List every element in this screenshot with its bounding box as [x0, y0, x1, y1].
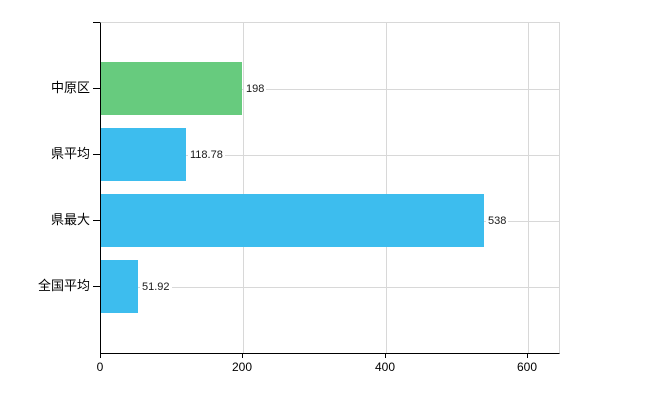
y-axis-category-label: 中原区: [50, 80, 90, 95]
x-axis-tick: [385, 353, 386, 358]
x-axis-tick-label: 400: [374, 360, 396, 374]
bar: [101, 128, 186, 181]
x-axis-tick-label: 0: [96, 360, 104, 374]
gridline-horizontal: [101, 155, 559, 156]
y-axis-top-tick: [93, 22, 100, 23]
y-axis-tick: [93, 88, 100, 89]
gridline-vertical: [528, 23, 529, 353]
y-axis-category-label: 県平均: [50, 146, 90, 161]
plot-area: 198 118.78 538 51.92: [100, 22, 560, 354]
bar-value-label: 51.92: [140, 280, 172, 294]
x-axis-tick: [527, 353, 528, 358]
x-axis-tick: [242, 353, 243, 358]
x-axis-tick-label: 200: [231, 360, 253, 374]
bar-value-label: 118.78: [188, 148, 225, 162]
bar-value-label: 538: [486, 214, 509, 228]
x-axis-tick: [100, 353, 101, 358]
y-axis-tick: [93, 154, 100, 155]
y-axis-tick: [93, 286, 100, 287]
y-axis-tick: [93, 220, 100, 221]
x-axis-tick-label: 600: [516, 360, 538, 374]
bar: [101, 260, 138, 313]
gridline-horizontal: [101, 89, 559, 90]
bar-value-label: 198: [244, 82, 267, 96]
gridline-vertical: [386, 23, 387, 353]
bar: [101, 62, 242, 115]
y-axis-category-label: 全国平均: [37, 278, 90, 293]
bar: [101, 194, 484, 247]
y-axis-category-label: 県最大: [50, 212, 90, 227]
gridline-vertical: [243, 23, 244, 353]
gridline-horizontal: [101, 287, 559, 288]
